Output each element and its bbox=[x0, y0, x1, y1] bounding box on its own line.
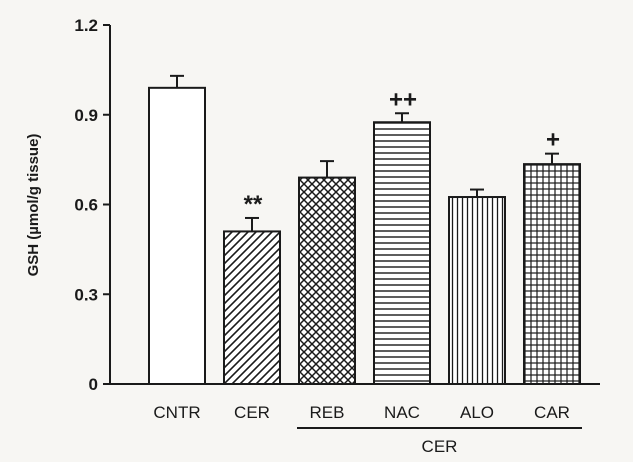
x-tick-label: REB bbox=[310, 403, 345, 422]
significance-mark: ++ bbox=[389, 86, 417, 113]
y-tick-label: 0.6 bbox=[74, 196, 98, 215]
significance-mark: ** bbox=[244, 191, 263, 218]
y-axis: 0 0.3 0.6 0.9 1.2 bbox=[74, 16, 111, 394]
y-tick-label: 0 bbox=[89, 375, 98, 394]
bar-cer bbox=[223, 230, 281, 385]
bar-cntr bbox=[148, 86, 206, 385]
x-axis: CNTR CER REB NAC ALO CAR CER bbox=[110, 383, 600, 456]
bar-reb bbox=[298, 176, 356, 385]
bar-car bbox=[523, 163, 581, 385]
x-tick-label: CAR bbox=[534, 403, 570, 422]
x-tick-label: CNTR bbox=[153, 403, 200, 422]
bar-alo bbox=[448, 196, 506, 385]
y-tick-label: 0.9 bbox=[74, 106, 98, 125]
y-tick-label: 1.2 bbox=[74, 16, 98, 35]
x-tick-label: NAC bbox=[384, 403, 420, 422]
y-axis-title: GSH (µmol/g tissue) bbox=[25, 134, 42, 277]
group-bracket-label: CER bbox=[422, 437, 458, 456]
bars: **+++ bbox=[148, 74, 581, 386]
y-tick-label: 0.3 bbox=[74, 285, 98, 304]
bar-nac bbox=[373, 121, 431, 386]
x-tick-label: ALO bbox=[460, 403, 494, 422]
significance-mark: + bbox=[546, 127, 560, 154]
x-tick-label: CER bbox=[234, 403, 270, 422]
